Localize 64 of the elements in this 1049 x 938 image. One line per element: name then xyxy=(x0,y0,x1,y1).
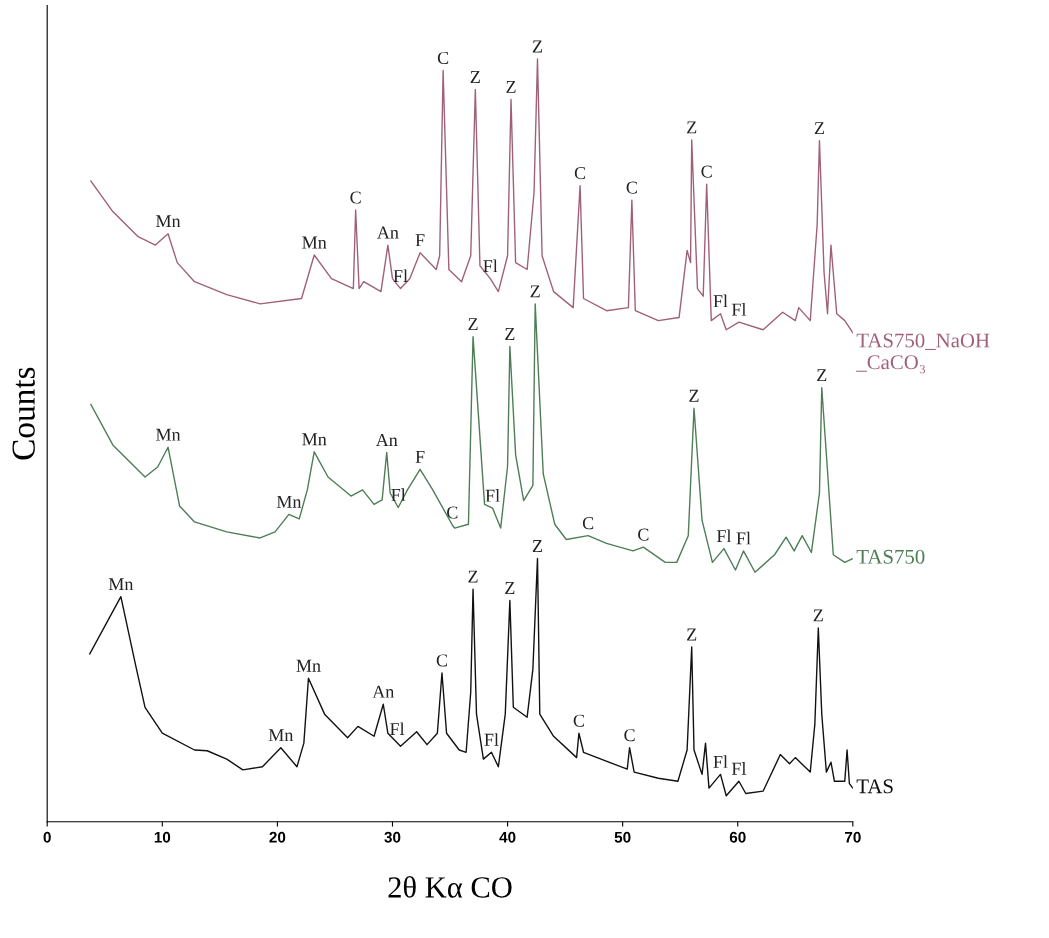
annotation: Z xyxy=(687,121,697,134)
annotation: An xyxy=(375,434,398,446)
annotation: Z xyxy=(530,285,540,298)
annotation: F xyxy=(415,234,425,247)
annotation: Z xyxy=(687,628,697,641)
series-label: TAS750_NaOH _CaCO₃ xyxy=(856,333,990,374)
annotation: C xyxy=(701,165,712,178)
annotation: Z xyxy=(814,122,824,134)
annotation: C xyxy=(350,191,361,204)
annotation: Fl xyxy=(731,302,747,316)
annotation: Z xyxy=(813,609,823,622)
annotation: Z xyxy=(506,80,516,93)
annotation: Fl xyxy=(716,529,732,543)
x-tick-label: 30 xyxy=(384,831,401,843)
annotation: Z xyxy=(532,40,543,53)
annotation: C xyxy=(624,729,635,742)
annotation: C xyxy=(638,528,649,541)
annotation: Fl xyxy=(391,488,406,501)
annotation: Mn xyxy=(302,236,327,249)
series-label: TAS xyxy=(856,779,893,794)
annotation: Z xyxy=(505,582,515,594)
x-tick-label: 40 xyxy=(499,831,516,843)
annotation: Mn xyxy=(296,659,321,672)
annotation: Z xyxy=(689,389,699,402)
annotation: Fl xyxy=(736,531,751,545)
annotation: C xyxy=(626,181,637,194)
annotation: C xyxy=(574,167,586,180)
annotation: F xyxy=(415,450,425,463)
x-tick-label: 70 xyxy=(845,831,861,843)
annotation: Mn xyxy=(156,428,181,441)
annotation: Fl xyxy=(713,755,728,768)
annotation: C xyxy=(447,506,458,519)
x-tick-label: 20 xyxy=(269,831,286,843)
annotation: Fl xyxy=(393,269,408,282)
annotation: Mn xyxy=(108,578,134,591)
annotation: Z xyxy=(532,540,543,552)
annotation: Fl xyxy=(731,762,747,775)
annotation: Mn xyxy=(302,433,327,446)
x-tick-label: 10 xyxy=(154,831,171,843)
x-tick-label: 50 xyxy=(614,831,631,843)
annotation: C xyxy=(436,654,447,667)
annotation: Mn xyxy=(268,729,294,742)
annotation: Fl xyxy=(485,489,500,502)
annotation: Z xyxy=(468,318,478,331)
annotation: Fl xyxy=(483,259,498,273)
annotation: An xyxy=(372,685,395,698)
x-tick-label: 0 xyxy=(43,831,51,843)
annotation: Fl xyxy=(713,294,728,308)
annotation: Mn xyxy=(276,495,302,508)
annotation: C xyxy=(437,51,449,65)
y-axis-title: Counts xyxy=(12,367,35,460)
annotation: Mn xyxy=(156,215,181,228)
annotation: C xyxy=(573,714,584,727)
annotation: Z xyxy=(817,369,827,382)
x-axis-title: 2θ Kα CO xyxy=(388,876,512,898)
annotation: An xyxy=(377,226,399,239)
series-label: TAS750 xyxy=(856,549,925,564)
annotation: Fl xyxy=(484,733,499,746)
annotation: Fl xyxy=(390,722,405,735)
x-tick-label: 60 xyxy=(729,831,746,843)
annotation: C xyxy=(582,517,594,530)
annotation: Z xyxy=(470,71,480,83)
annotation: Z xyxy=(468,570,478,583)
annotation: Z xyxy=(505,328,515,340)
